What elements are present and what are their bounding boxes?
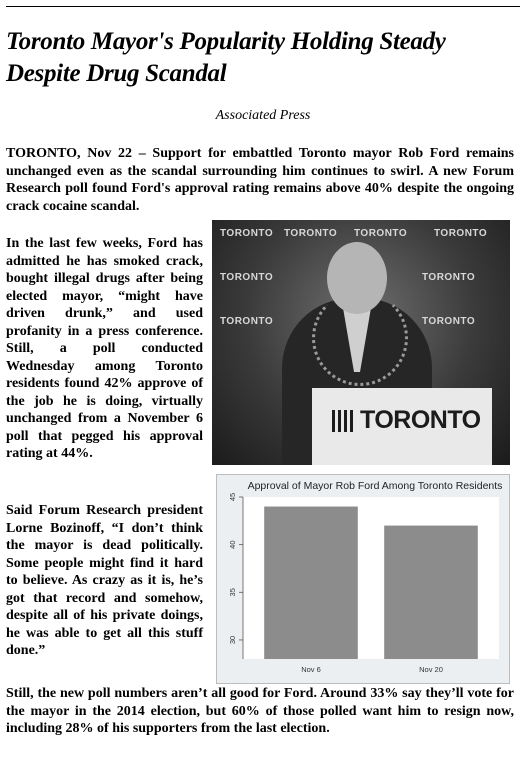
backdrop-text: TORONTO xyxy=(220,272,274,283)
y-tick-label: 30 xyxy=(228,636,237,644)
x-tick-label: Nov 6 xyxy=(301,665,321,674)
chart-title: Approval of Mayor Rob Ford Among Toronto… xyxy=(248,480,503,492)
backdrop-text: TORONTO xyxy=(220,316,274,327)
backdrop-text: TORONTO xyxy=(354,228,408,239)
toronto-city-hall-icon xyxy=(332,410,354,432)
backdrop-text: TORONTO xyxy=(284,228,338,239)
y-tick-label: 35 xyxy=(228,588,237,596)
y-tick-label: 45 xyxy=(228,493,237,501)
bar xyxy=(264,506,358,659)
lead-paragraph: TORONTO, Nov 22 – Support for embattled … xyxy=(6,146,514,214)
approval-chart: Approval of Mayor Rob Ford Among Toronto… xyxy=(216,474,510,684)
y-tick-label: 40 xyxy=(228,540,237,548)
chain-of-office xyxy=(312,290,408,386)
byline: Associated Press xyxy=(215,108,311,123)
mayor-photo: TORONTO TORONTO TORONTO TORONTO TORONTO … xyxy=(212,220,510,465)
top-rule xyxy=(6,6,520,7)
body-paragraph-3: Said Forum Research president Lorne Bozi… xyxy=(6,503,203,658)
backdrop-text: TORONTO xyxy=(422,272,476,283)
body-paragraph-2: In the last few weeks, Ford has admitted… xyxy=(6,236,203,461)
x-tick-label: Nov 20 xyxy=(419,665,443,674)
bar xyxy=(384,525,478,659)
backdrop-text: TORONTO xyxy=(422,316,476,327)
podium: TORONTO xyxy=(312,388,492,465)
headline: Toronto Mayor's Popularity Holding Stead… xyxy=(6,28,446,87)
body-paragraph-4: Still, the new poll numbers aren’t all g… xyxy=(6,686,514,736)
backdrop-text: TORONTO xyxy=(220,228,274,239)
podium-logo: TORONTO xyxy=(332,406,481,435)
podium-logo-text: TORONTO xyxy=(360,406,481,434)
approval-chart-svg: Approval of Mayor Rob Ford Among Toronto… xyxy=(228,480,503,674)
backdrop-text: TORONTO xyxy=(434,228,488,239)
